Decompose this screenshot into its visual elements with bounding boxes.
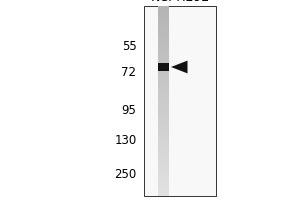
Bar [158,91,169,95]
Bar [158,75,169,79]
Bar [158,113,169,117]
Bar [158,193,169,196]
Bar [158,174,169,177]
Text: NCI-H292: NCI-H292 [150,0,210,4]
Bar [158,53,169,57]
Bar [158,189,169,193]
Bar [158,161,169,164]
Bar [144,6,216,196]
Bar [158,107,169,110]
Bar [158,142,169,145]
Bar [158,120,169,123]
Bar [158,126,169,130]
Text: 250: 250 [114,168,136,180]
Bar [158,37,169,41]
Bar [158,177,169,180]
Bar [158,63,169,71]
Bar [158,136,169,139]
Bar [158,44,169,47]
Bar [158,72,169,76]
Bar [158,63,169,66]
Bar [158,88,169,92]
Bar [158,12,169,16]
Bar [158,28,169,31]
Bar [158,151,169,155]
Bar [158,129,169,133]
Bar [158,6,169,9]
Bar [158,9,169,12]
Bar [158,60,169,63]
Bar [158,47,169,50]
Bar [158,186,169,190]
Bar [158,183,169,186]
Bar [158,56,169,60]
Polygon shape [171,61,188,73]
Bar [158,15,169,19]
Bar [158,18,169,22]
Text: 130: 130 [114,134,136,146]
Bar [158,94,169,98]
Bar [158,104,169,107]
Bar [158,167,169,171]
Bar [158,164,169,168]
Bar [158,50,169,53]
Bar [158,66,169,69]
Bar [158,170,169,174]
Bar [158,148,169,152]
Text: 95: 95 [122,104,136,116]
Bar [158,79,169,82]
Bar [158,158,169,161]
Bar [158,82,169,85]
Bar [158,98,169,101]
Text: 72: 72 [122,66,136,79]
Bar [158,85,169,88]
Bar [158,31,169,34]
Bar [158,180,169,183]
Text: 55: 55 [122,40,136,52]
Bar [158,34,169,38]
Bar [158,22,169,25]
Bar [158,123,169,126]
Bar [158,25,169,28]
Bar [158,132,169,136]
Bar [158,117,169,120]
Bar [158,155,169,158]
Bar [158,101,169,104]
Bar [158,110,169,114]
Bar [158,139,169,142]
Bar [158,69,169,73]
Bar [158,41,169,44]
Bar [158,145,169,148]
